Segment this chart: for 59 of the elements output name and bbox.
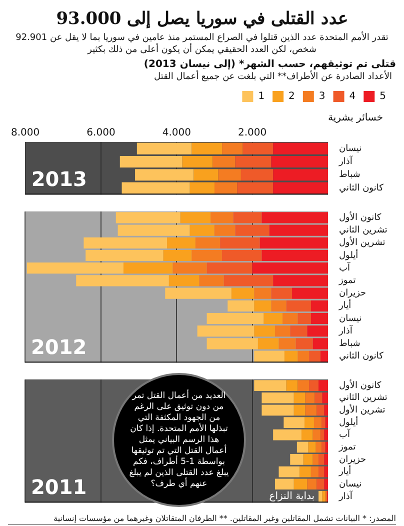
y-tick-label: آب — [339, 428, 350, 440]
y-tick-label: أيار — [338, 299, 352, 312]
annotation: 2012 — [31, 334, 87, 359]
y-tick-label: شباط — [339, 339, 360, 350]
y-tick-label: كانون الثاني — [339, 183, 384, 194]
bar — [254, 350, 284, 362]
y-tick-label: آذار — [338, 324, 353, 336]
y-tick-label: تشرين الثاني — [339, 393, 388, 404]
chart-title: عدد القتلى في سوريا يصل إلى 93.000 — [55, 8, 349, 30]
bar — [180, 212, 211, 224]
annotation: 2011 — [31, 474, 87, 499]
y-tick-label: أيلول — [339, 248, 358, 261]
x-tick-label: 8.000 — [10, 128, 40, 139]
x-axis-title: خسائر بشرية — [328, 112, 383, 124]
y-tick-label: أيلول — [339, 416, 358, 428]
legend-label: 3 — [318, 91, 326, 102]
bar — [309, 350, 320, 362]
bar — [231, 288, 254, 299]
y-tick-label: آب — [339, 261, 350, 274]
bar — [320, 350, 328, 362]
y-tick-label: كانون الأول — [339, 378, 382, 391]
chart-subtitle: تقدر الأمم المتحدة عدد الذين قتلوا في الصراع المستمر منذ عامين في سوريا بما لا يقل عن 92.901 شخص، لكن العدد الحقيقي يمكن أن يكون أعلى من ذلك بكثير — [14, 32, 390, 56]
bar — [322, 491, 326, 502]
y-tick-label: حزيران — [339, 454, 366, 465]
legend-title: الأعداد الصادرة عن الأطراف** التي بلغت عن جميع أعمال القتل — [153, 71, 393, 83]
bar — [233, 212, 262, 224]
y-tick-label: آذار — [338, 155, 353, 168]
annotation: بداية النزاع — [269, 491, 315, 502]
bar — [284, 350, 298, 362]
bar — [298, 350, 310, 362]
y-tick-label: تشرين الثاني — [339, 226, 388, 236]
y-tick-label: كانون الأول — [339, 211, 382, 224]
y-tick-label: تموز — [338, 276, 356, 286]
x-tick-label: 4.000 — [162, 128, 191, 139]
legend-label: 1 — [258, 91, 265, 102]
bar — [116, 212, 180, 224]
legend-label: 5 — [380, 91, 386, 102]
bar — [318, 491, 322, 502]
legend-label: 4 — [349, 91, 356, 102]
y-tick-label: شباط — [339, 170, 360, 180]
y-tick-label: تموز — [338, 442, 356, 453]
annotation: 2013 — [31, 166, 87, 191]
y-tick-label: تشرين الأول — [339, 236, 386, 248]
y-tick-label: نيسان — [339, 314, 362, 324]
text: قتلى تم توثيقهم، حسب الشهر* (إلى نيسان 2013) — [142, 58, 396, 70]
y-tick-label: نيسان — [339, 144, 362, 154]
x-tick-label: 6.000 — [86, 128, 116, 139]
bar — [254, 288, 272, 299]
y-tick-label: تشرين الأول — [339, 404, 386, 416]
bar — [262, 212, 328, 224]
legend-label: 2 — [288, 91, 295, 102]
text: المصدر: * البيانات تشمل المقاتلين وغير المقاتلين. ** الطرفان المتقاتلان وغيرهما من مؤسسات إنسانية — [8, 513, 396, 525]
y-tick-label: حزيران — [339, 288, 366, 299]
x-tick-label: 2.000 — [238, 128, 267, 139]
y-tick-label: آذار — [338, 490, 353, 502]
y-tick-label: كانون الثاني — [339, 352, 384, 362]
bar — [210, 212, 234, 224]
y-tick-label: نيسان — [339, 479, 362, 490]
y-tick-label: أيار — [338, 465, 352, 478]
